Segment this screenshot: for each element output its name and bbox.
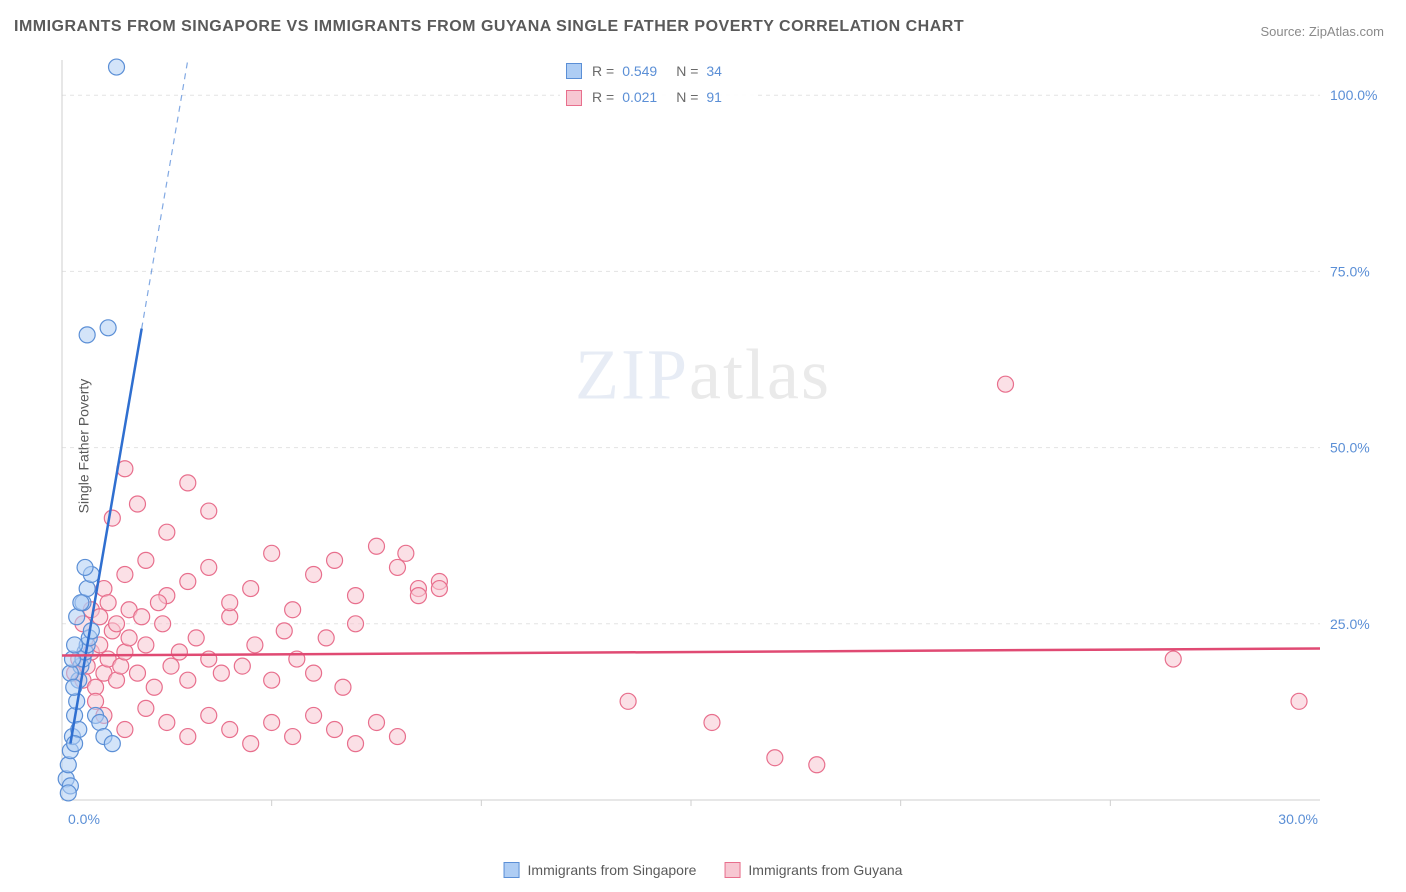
- svg-text:30.0%: 30.0%: [1278, 811, 1318, 827]
- stat-r-label: R =: [592, 60, 614, 82]
- legend-label-singapore: Immigrants from Singapore: [528, 862, 697, 878]
- chart-area: 25.0% 50.0% 75.0% 100.0% 0.0% 30.0%: [50, 56, 1380, 836]
- swatch-guyana: [566, 90, 582, 106]
- svg-text:0.0%: 0.0%: [68, 811, 100, 827]
- svg-text:75.0%: 75.0%: [1330, 263, 1370, 279]
- stat-r-singapore: 0.549: [622, 60, 666, 82]
- stat-n-label: N =: [676, 86, 698, 108]
- stats-row-guyana: R = 0.021 N = 91: [560, 84, 756, 110]
- scatter-plot: 25.0% 50.0% 75.0% 100.0% 0.0% 30.0%: [50, 56, 1380, 836]
- legend-label-guyana: Immigrants from Guyana: [748, 862, 902, 878]
- svg-text:25.0%: 25.0%: [1330, 616, 1370, 632]
- stat-n-label: N =: [676, 60, 698, 82]
- bottom-legend: Immigrants from Singapore Immigrants fro…: [504, 862, 903, 878]
- swatch-singapore: [504, 862, 520, 878]
- swatch-singapore: [566, 63, 582, 79]
- stat-r-label: R =: [592, 86, 614, 108]
- stat-r-guyana: 0.021: [622, 86, 666, 108]
- stat-n-singapore: 34: [706, 60, 750, 82]
- stats-row-singapore: R = 0.549 N = 34: [560, 58, 756, 84]
- chart-title: IMMIGRANTS FROM SINGAPORE VS IMMIGRANTS …: [14, 18, 964, 36]
- legend-item-singapore: Immigrants from Singapore: [504, 862, 697, 878]
- stat-n-guyana: 91: [706, 86, 750, 108]
- legend-item-guyana: Immigrants from Guyana: [724, 862, 902, 878]
- swatch-guyana: [724, 862, 740, 878]
- source-attribution: Source: ZipAtlas.com: [1260, 24, 1384, 39]
- stats-legend-box: R = 0.549 N = 34 R = 0.021 N = 91: [560, 58, 756, 111]
- svg-text:50.0%: 50.0%: [1330, 440, 1370, 456]
- svg-text:100.0%: 100.0%: [1330, 87, 1377, 103]
